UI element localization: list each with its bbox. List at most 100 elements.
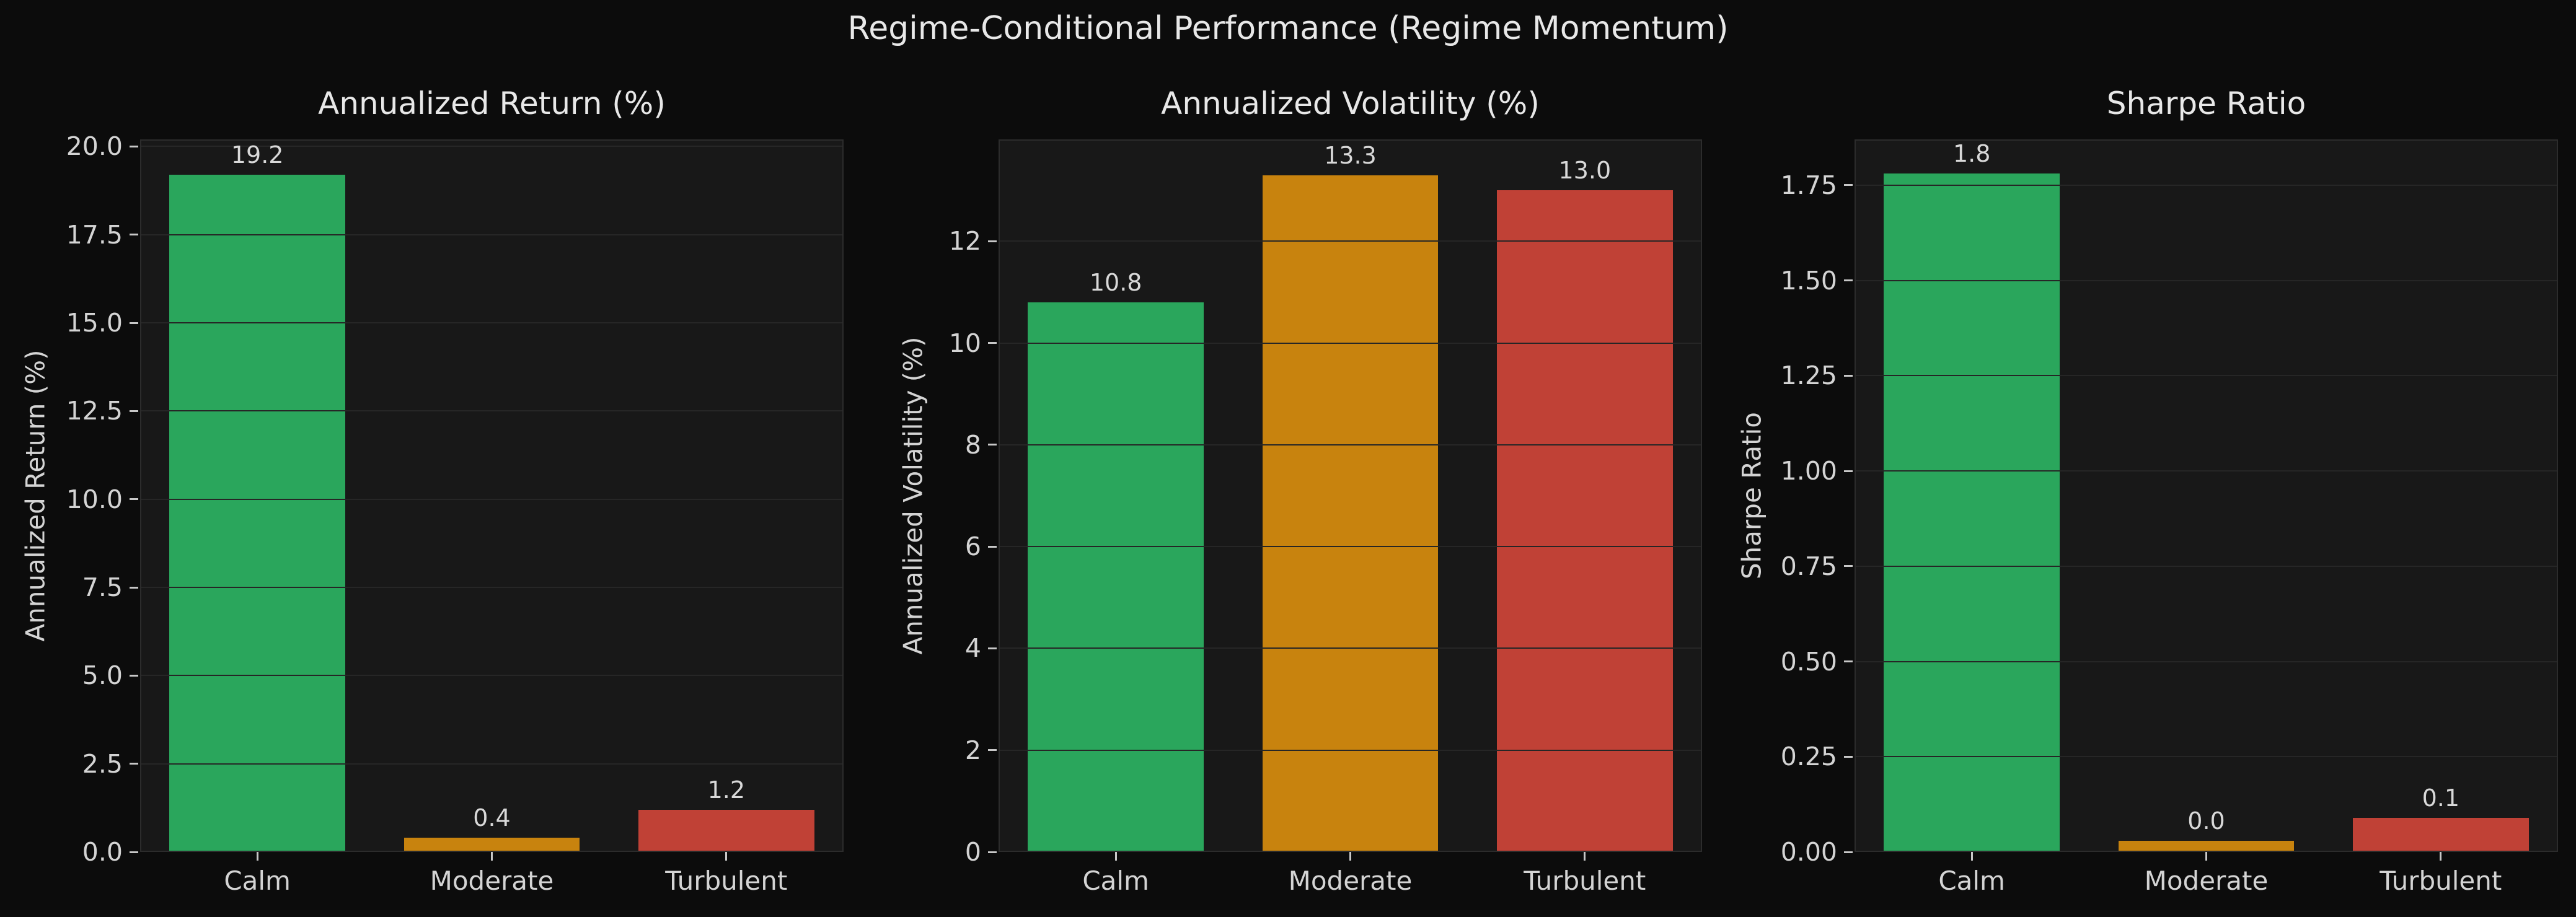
grid-line	[140, 146, 844, 147]
grid-line	[1855, 756, 2558, 758]
y-tick-mark	[988, 851, 997, 853]
y-tick-mark	[988, 240, 997, 242]
bar-value-label: 13.3	[1324, 141, 1377, 169]
y-tick-label: 6	[964, 532, 981, 562]
bar-calm	[169, 174, 346, 852]
y-tick-mark	[130, 234, 138, 236]
grid-line	[140, 587, 844, 589]
grid-line	[1855, 375, 2558, 377]
x-tick-label: Turbulent	[2380, 866, 2502, 896]
grid-line	[999, 240, 1702, 242]
y-tick-label: 0.0	[82, 837, 123, 867]
grid-line	[1855, 565, 2558, 567]
chart-title: Annualized Volatility (%)	[1161, 86, 1540, 121]
grid-line	[999, 749, 1702, 751]
y-tick-label: 12	[948, 226, 981, 257]
grid-line	[999, 444, 1702, 445]
y-tick-mark	[988, 749, 997, 752]
bar-calm	[1884, 173, 2060, 852]
x-tick-label: Calm	[224, 866, 291, 896]
bar-calm	[1028, 302, 1204, 852]
y-tick-label: 0.25	[1780, 742, 1837, 772]
y-tick-mark	[130, 498, 138, 501]
y-tick-label: 2.5	[82, 748, 123, 779]
y-tick-label: 0.00	[1780, 837, 1837, 867]
y-tick-mark	[1844, 374, 1853, 377]
y-tick-label: 7.5	[82, 573, 123, 603]
grid-line	[1855, 470, 2558, 472]
y-tick-mark	[988, 444, 997, 446]
y-tick-label: 2	[964, 735, 981, 765]
bar-value-label: 0.4	[473, 804, 511, 832]
grid-line	[140, 234, 844, 235]
bar-turbulent	[638, 809, 814, 852]
x-tick-label: Moderate	[2144, 866, 2269, 896]
bar-moderate	[404, 838, 580, 852]
grid-line	[1855, 279, 2558, 281]
y-tick-label: 1.50	[1780, 265, 1837, 296]
x-tick-label: Calm	[1082, 866, 1149, 896]
axes-spines	[140, 139, 844, 852]
chart-title: Sharpe Ratio	[2106, 86, 2306, 121]
grid-line	[1855, 660, 2558, 662]
bar-value-label: 0.0	[2187, 807, 2225, 835]
plot-area: 0.00 0.25 0.50 0.75 1.00 1.25 1.50 1.75 1.8 Calm 0…	[1781, 139, 2558, 896]
bar-value-label: 1.8	[1952, 140, 1991, 168]
y-tick-label: 17.5	[66, 219, 123, 250]
grid-line	[999, 647, 1702, 649]
x-tick-label: Moderate	[1288, 866, 1413, 896]
y-tick-mark	[1844, 851, 1853, 853]
y-tick-mark	[1844, 565, 1853, 568]
x-tick-mark	[2205, 852, 2207, 861]
y-axis-label: Annualized Volatility (%)	[898, 336, 929, 655]
y-tick-label: 1.25	[1780, 361, 1837, 391]
figure-title: Regime-Conditional Performance (Regime M…	[847, 10, 1729, 47]
bar-value-label: 10.8	[1089, 268, 1142, 296]
x-tick-mark	[1970, 852, 1973, 861]
bar-moderate	[2118, 840, 2295, 852]
y-tick-mark	[988, 545, 997, 548]
x-tick-mark	[1349, 852, 1351, 861]
bar-value-label: 13.0	[1558, 157, 1612, 185]
x-tick-label: Calm	[1938, 866, 2005, 896]
y-tick-label: 0.75	[1780, 551, 1837, 581]
y-tick-label: 0.50	[1780, 646, 1837, 677]
bar-turbulent	[1496, 190, 1673, 852]
y-tick-mark	[130, 322, 138, 324]
plot-area: 0 2 4 6 8 10 12 10.8 Calm 13.3 Moderate 13.0 Turbule…	[949, 139, 1702, 896]
grid-line	[999, 342, 1702, 344]
y-tick-label: 4	[964, 633, 981, 664]
axes-spines	[999, 139, 1702, 852]
y-tick-mark	[988, 647, 997, 649]
x-tick-mark	[1114, 852, 1117, 861]
y-tick-mark	[130, 410, 138, 412]
x-tick-mark	[256, 852, 258, 861]
grid-line	[140, 322, 844, 324]
y-axis-label: Annualized Return (%)	[20, 349, 51, 642]
grid-line	[140, 498, 844, 500]
grid-line	[999, 546, 1702, 548]
y-axis-label: Sharpe Ratio	[1736, 412, 1767, 579]
grid-line	[1855, 184, 2558, 186]
bar-value-label: 1.2	[707, 776, 746, 804]
y-tick-label: 20.0	[66, 131, 123, 162]
y-tick-mark	[988, 342, 997, 344]
y-tick-label: 15.0	[66, 308, 123, 338]
x-tick-label: Moderate	[430, 866, 554, 896]
bar-value-label: 0.1	[2422, 784, 2460, 812]
y-tick-label: 12.5	[66, 396, 123, 426]
plot-area: 0.0 2.5 5.0 7.5 10.0 12.5 15.0 17.5 20.0 19.2 Calm…	[66, 131, 844, 896]
x-tick-label: Turbulent	[1524, 866, 1646, 896]
x-tick-mark	[1584, 852, 1586, 861]
grid-line	[140, 763, 844, 765]
y-tick-label: 8	[964, 429, 981, 460]
y-tick-label: 10.0	[66, 484, 123, 514]
y-tick-label: 0	[964, 837, 981, 867]
y-tick-mark	[130, 674, 138, 677]
y-tick-mark	[1844, 279, 1853, 282]
bar-value-label: 19.2	[231, 141, 284, 169]
x-tick-mark	[491, 852, 493, 861]
